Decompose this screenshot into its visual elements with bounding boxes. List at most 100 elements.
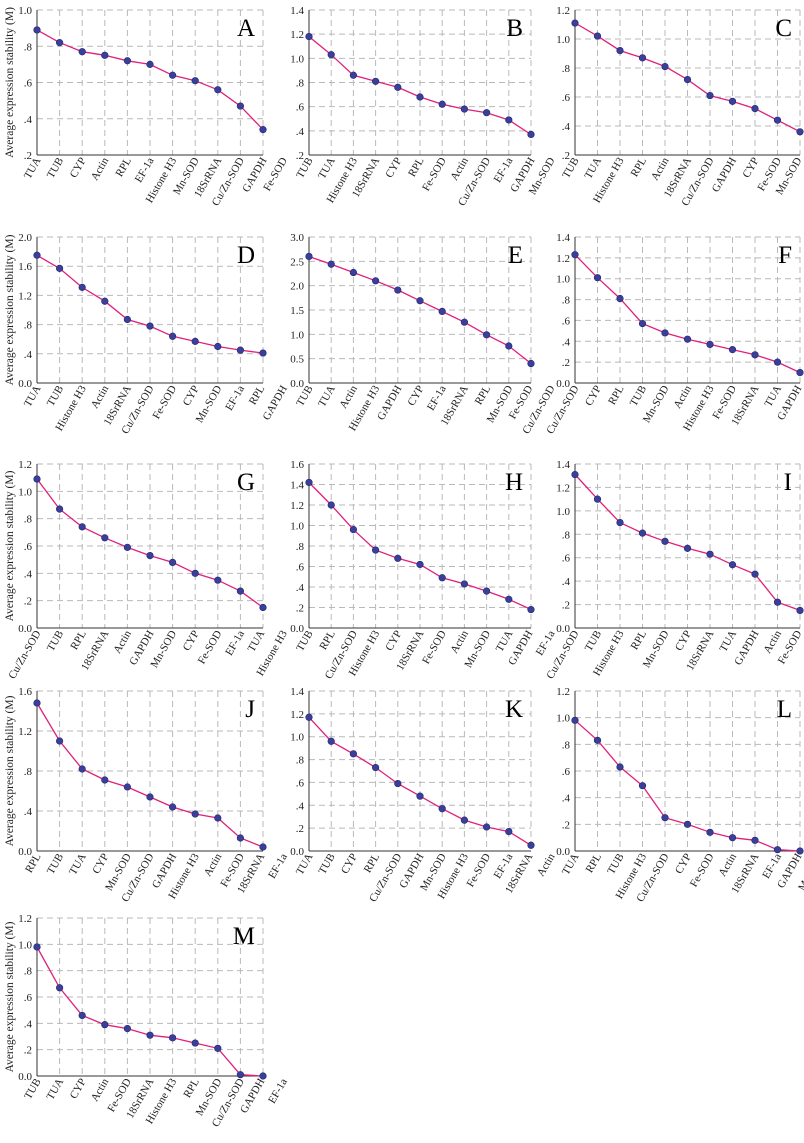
panel-m-data-point <box>55 984 64 992</box>
panel-i-ytick-label: 1.4 <box>556 459 570 471</box>
panel-i-category-label: CYP <box>673 629 694 654</box>
panel-b-letter: B <box>506 15 523 42</box>
panel-a-ytick-label: .8 <box>24 41 33 53</box>
panel-j-data-point <box>214 814 222 822</box>
panel-a-y-axis-title: Average expression stability (M) <box>4 7 16 158</box>
panel-c-data-point <box>638 54 647 62</box>
panel-e-ytick-label: 1.0 <box>290 329 304 341</box>
panel-k-ytick-label: .2 <box>296 823 304 835</box>
panel-f-category-label: RPL <box>606 383 627 407</box>
panel-m-data-point <box>191 1039 199 1047</box>
panel-d-data-point <box>214 342 222 351</box>
panel-e-ytick-label: 1.5 <box>290 305 304 317</box>
panel-h-data-point <box>505 595 513 603</box>
panel-f-data-point <box>638 319 647 328</box>
panel-k-data-point <box>372 763 380 772</box>
panel-b-data-point <box>438 100 446 108</box>
panel-l-category-label: CYP <box>673 852 694 877</box>
panel-g-data-point <box>146 551 154 560</box>
panel-c-ytick-label: .6 <box>562 92 571 104</box>
panel-h-ytick-label: 1.0 <box>290 521 304 533</box>
panel-e-data-point <box>349 268 358 277</box>
panel-k-ytick-label: 1.0 <box>290 732 304 744</box>
panel-c-category-label: CYP <box>741 156 762 181</box>
panel-f-data-point <box>751 351 759 359</box>
panel-g-category-label: Actin <box>111 628 134 656</box>
panel-b-category-label: RPL <box>406 155 427 179</box>
panel-i-ytick-label: .8 <box>562 529 571 541</box>
panel-h-ytick-label: 0.0 <box>290 623 304 635</box>
panel-j-data-point <box>123 783 131 791</box>
panel-e-data-point <box>327 260 335 268</box>
panel-i-ytick-label: 1.0 <box>556 506 570 518</box>
panel-e-category-label: TUA <box>316 383 338 409</box>
panel-a-ytick-label: .4 <box>24 114 33 126</box>
panel-h-data-point <box>527 605 535 614</box>
panel-g-data-point <box>78 523 86 531</box>
panel-g-data-point <box>55 505 64 513</box>
panel-d-data-point <box>55 264 64 272</box>
panel-g-ytick-label: .4 <box>24 568 33 580</box>
panel-i-data-point <box>593 495 602 503</box>
panel-j-ytick-label: 1.2 <box>18 726 32 738</box>
panel-e-category-label: RPL <box>473 383 494 407</box>
panel-c-data-point <box>683 75 692 84</box>
panel-d-data-point <box>191 337 199 345</box>
panel-b-ytick-label: .8 <box>296 78 305 90</box>
panel-f-letter: F <box>778 242 792 269</box>
panel-a-category-label: EF-1a <box>133 155 157 184</box>
panel-d-ytick-label: 1.2 <box>18 290 32 302</box>
panel-h-data-point <box>438 574 446 582</box>
panel-l-data-point <box>683 820 692 828</box>
panel-d-category-label: Actin <box>89 383 112 411</box>
panel-g-data-point <box>33 475 41 483</box>
panel-f-ytick-label: .8 <box>562 295 571 307</box>
panel-b-data-point <box>305 32 313 41</box>
panel-m-data-point <box>169 1034 177 1042</box>
panel-a-category-label: TUB <box>45 156 66 181</box>
panel-j-data-point <box>236 834 244 842</box>
panel-d-data-point <box>236 346 244 354</box>
panel-i-data-point <box>706 550 714 558</box>
panel-b-category-label: Actin <box>448 155 471 183</box>
panel-d-ytick-label: 2.0 <box>18 232 32 244</box>
panel-e-data-point <box>438 307 446 316</box>
panel-h-category-label: RPL <box>317 628 338 652</box>
panel-c-data-point <box>661 62 669 71</box>
panel-i-ytick-label: .2 <box>562 600 570 612</box>
panel-h-category-label: Actin <box>448 628 471 656</box>
panel-b-data-point <box>349 71 358 79</box>
panel-b-ytick-label: 1.2 <box>290 29 304 41</box>
panel-i-category-label: RPL <box>629 628 650 652</box>
panel-h-ytick-label: 1.6 <box>290 459 304 471</box>
panel-f-data-point <box>706 340 714 349</box>
panel-a-data-point <box>33 26 41 34</box>
panel-c-ytick-label: 1.2 <box>556 5 570 17</box>
panel-d-data-point <box>33 251 41 259</box>
panel-a-ytick-label: 1.0 <box>18 5 32 17</box>
panel-i-data-point <box>773 598 782 606</box>
panel-c-data-point <box>773 116 782 124</box>
panel-a-data-point <box>123 57 131 65</box>
panel-m-category-label: EF-1a <box>266 1076 290 1105</box>
panel-g-data-point <box>214 576 222 584</box>
panel-i-data-point <box>661 537 669 545</box>
panel-i-category-label: TUB <box>583 629 604 654</box>
panel-g-category-label: CYP <box>181 629 202 654</box>
panel-f-data-point <box>683 335 692 343</box>
panel-g-category-label: EF-1a <box>223 628 247 657</box>
panel-f-ytick-label: .4 <box>562 336 571 348</box>
panel-m-data-point <box>259 1072 267 1080</box>
panel-k-ytick-label: 1.4 <box>290 686 304 698</box>
panel-b-ytick-label: 1.0 <box>290 53 304 65</box>
panel-k-category-label: CYP <box>339 852 360 877</box>
panel-c-data-point <box>706 91 714 100</box>
panel-j-category-label: Actin <box>202 851 225 879</box>
panel-e-data-point <box>372 277 380 285</box>
panel-h-ytick-label: .4 <box>296 582 305 594</box>
panel-h-category-label: EF-1a <box>534 628 558 657</box>
